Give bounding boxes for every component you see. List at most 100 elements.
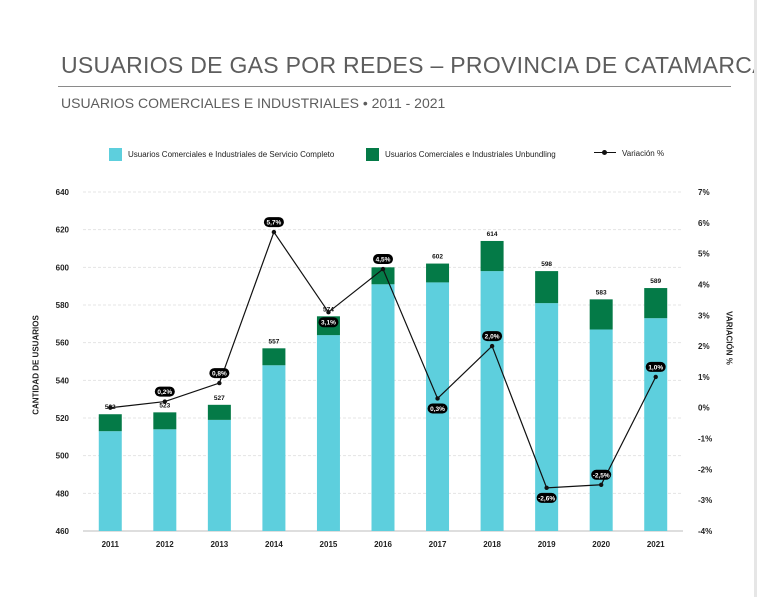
bar-servicio-completo — [371, 284, 395, 531]
variation-label: 0,2% — [157, 389, 172, 396]
y2-tick-label: 0% — [698, 404, 710, 413]
variation-label: 0,8% — [212, 371, 227, 378]
x-tick-label: 2016 — [374, 540, 392, 549]
variation-label: 4,5% — [376, 257, 391, 264]
legend-swatch-servicio-completo — [109, 148, 122, 161]
bar-unbundling — [644, 288, 668, 319]
variation-label: 0,3% — [430, 406, 445, 413]
variation-point — [380, 266, 386, 272]
y2-tick-label: 4% — [698, 280, 710, 289]
bar-servicio-completo — [644, 318, 668, 531]
variation-label: -2,6% — [538, 495, 555, 502]
variation-point — [489, 343, 495, 349]
bar-servicio-completo — [480, 271, 504, 531]
y2-tick-label: -3% — [698, 496, 712, 505]
y2-tick-label: 1% — [698, 373, 710, 382]
legend: Usuarios Comerciales e Industriales de S… — [0, 148, 757, 166]
bar-unbundling — [98, 414, 122, 432]
legend-line-variacion — [594, 148, 616, 158]
bar-unbundling — [426, 263, 450, 283]
x-tick-label: 2012 — [156, 540, 174, 549]
bar-servicio-completo — [262, 365, 286, 531]
x-tick-label: 2014 — [265, 540, 283, 549]
y2-tick-label: 7% — [698, 188, 710, 197]
x-tick-label: 2015 — [320, 540, 338, 549]
variation-label-pill — [591, 469, 612, 480]
bar-unbundling — [207, 404, 231, 420]
bar-total-label: 598 — [541, 261, 552, 268]
x-tick-label: 2011 — [102, 540, 120, 549]
y2-tick-label: 3% — [698, 311, 710, 320]
bar-unbundling — [153, 412, 177, 430]
variation-label-pill — [427, 403, 448, 414]
x-tick-label: 2019 — [538, 540, 556, 549]
bar-total-label: 523 — [159, 402, 170, 409]
page-edge — [754, 0, 757, 597]
bar-total-label: 589 — [650, 278, 661, 285]
y-tick-label: 480 — [56, 489, 70, 498]
x-tick-label: 2021 — [647, 540, 665, 549]
legend-swatch-unbundling — [366, 148, 379, 161]
bar-total-label: 527 — [214, 395, 225, 402]
legend-label-servicio-completo: Usuarios Comerciales e Industriales de S… — [128, 150, 335, 159]
variation-label-pill — [209, 368, 230, 379]
legend-item-unbundling: Usuarios Comerciales e Industriales Unbu… — [366, 148, 556, 161]
y-tick-label: 540 — [56, 376, 70, 385]
y-tick-label: 560 — [56, 339, 70, 348]
variation-point — [162, 399, 168, 404]
y2-tick-label: -4% — [698, 527, 712, 536]
legend-label-unbundling: Usuarios Comerciales e Industriales Unbu… — [385, 150, 556, 159]
bar-servicio-completo — [153, 429, 177, 531]
y2-tick-label: -1% — [698, 435, 712, 444]
variation-label-pill — [373, 254, 393, 265]
bar-total-label: 557 — [268, 338, 279, 345]
variation-point — [653, 374, 658, 380]
bar-servicio-completo — [207, 419, 231, 531]
y2-tick-label: -2% — [698, 465, 712, 474]
y2-tick-label: 6% — [698, 219, 710, 228]
y-tick-label: 460 — [56, 527, 70, 536]
bar-servicio-completo — [98, 431, 122, 531]
bar-total-label: 574 — [323, 306, 334, 313]
variation-point — [108, 405, 113, 410]
bar-total-label: 583 — [596, 289, 607, 296]
bar-unbundling — [262, 348, 286, 366]
variation-label-pill — [154, 386, 175, 397]
y-tick-label: 500 — [56, 452, 70, 461]
chart-subtitle: USUARIOS COMERCIALES E INDUSTRIALES • 20… — [61, 95, 446, 111]
y-tick-label: 580 — [56, 301, 70, 310]
y2-tick-label: 2% — [698, 342, 710, 351]
legend-item-servicio-completo: Usuarios Comerciales e Industriales de S… — [109, 148, 334, 161]
x-tick-label: 2018 — [483, 540, 501, 549]
variation-label-pill — [536, 492, 557, 503]
variation-point — [271, 229, 277, 235]
legend-label-variacion: Variación % — [622, 148, 665, 158]
variation-label: 1,0% — [648, 364, 663, 371]
y-tick-label: 640 — [56, 188, 70, 197]
variation-label-pill — [482, 331, 503, 342]
bar-unbundling — [371, 267, 395, 285]
variation-label: -2,5% — [593, 472, 610, 479]
variation-point — [326, 309, 331, 315]
x-tick-label: 2020 — [592, 540, 610, 549]
bar-servicio-completo — [589, 329, 613, 531]
y-tick-label: 520 — [56, 414, 70, 423]
variation-label: 3,1% — [321, 320, 336, 327]
variation-label: 5,7% — [266, 220, 281, 227]
bar-unbundling — [589, 299, 613, 330]
bar-total-label: 614 — [487, 231, 498, 238]
variation-point — [217, 380, 222, 386]
variation-point — [435, 396, 440, 401]
bar-servicio-completo — [316, 335, 340, 531]
chart-title: USUARIOS DE GAS POR REDES – PROVINCIA DE… — [61, 52, 757, 78]
title-divider — [58, 86, 731, 87]
x-tick-label: 2017 — [429, 540, 447, 549]
y-tick-label: 620 — [56, 226, 70, 235]
y2-tick-label: 5% — [698, 250, 710, 259]
variation-point — [544, 485, 549, 491]
variation-label-pill — [263, 217, 284, 228]
bar-total-label: 602 — [432, 254, 443, 261]
variation-label-pill — [645, 361, 666, 372]
x-tick-label: 2013 — [210, 540, 228, 549]
